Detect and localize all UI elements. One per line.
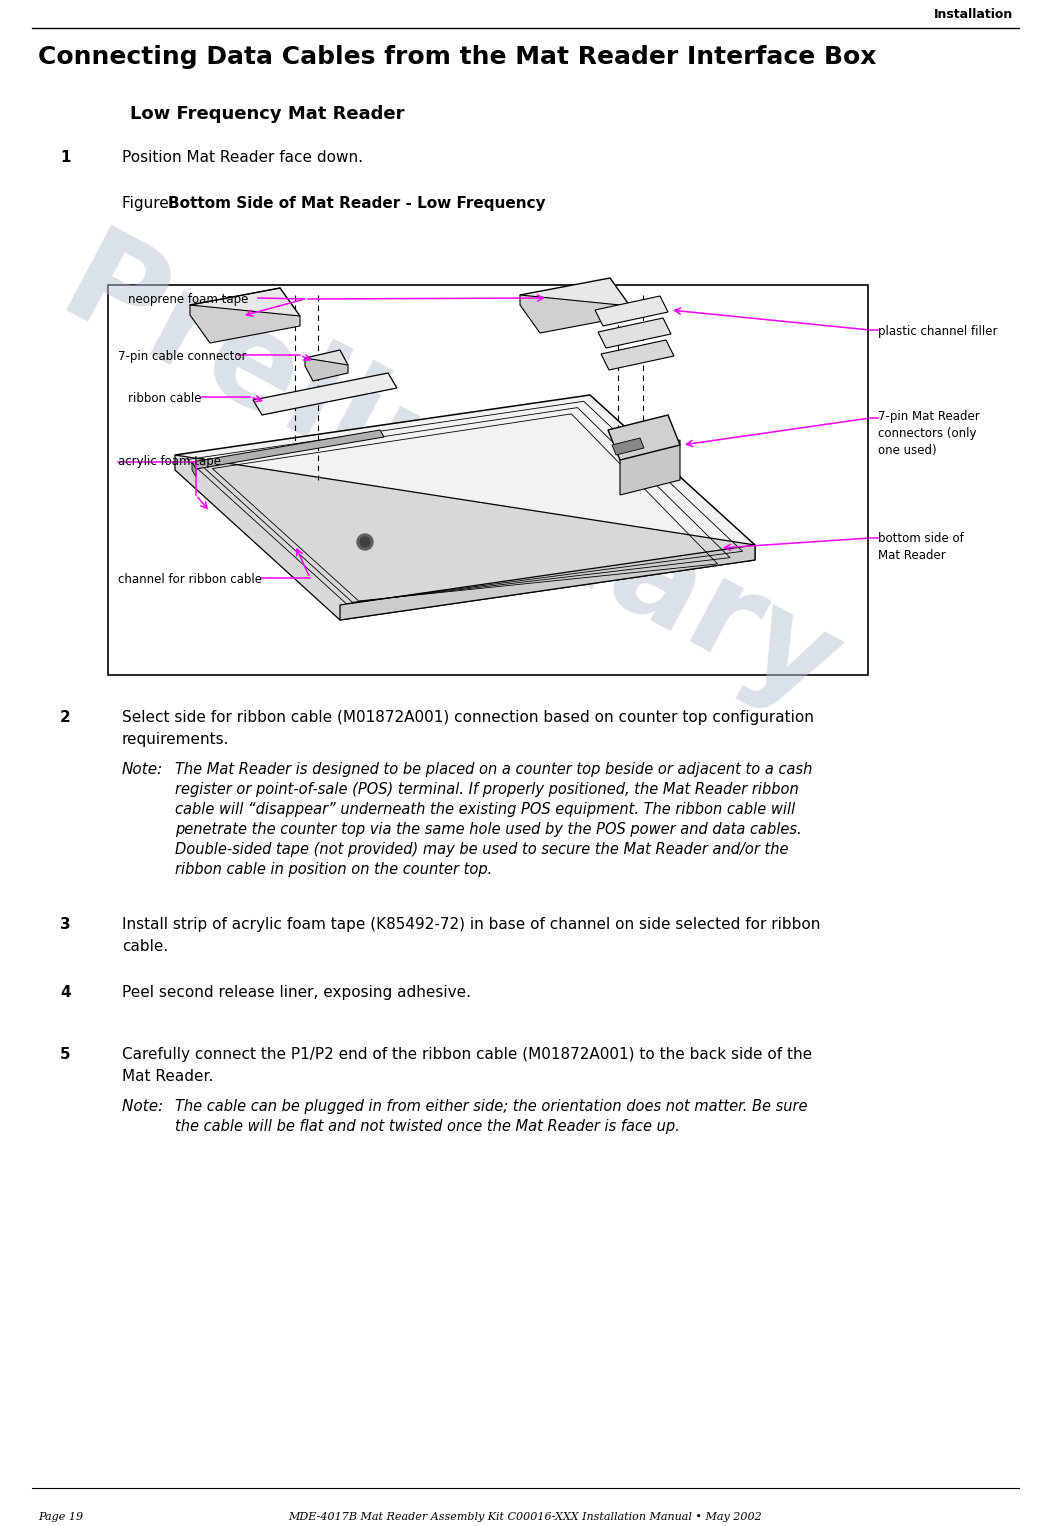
Text: 5: 5 <box>60 1047 70 1062</box>
Text: bottom side of
Mat Reader: bottom side of Mat Reader <box>878 533 964 562</box>
Polygon shape <box>176 395 755 604</box>
Polygon shape <box>612 438 644 455</box>
Polygon shape <box>253 372 397 415</box>
Text: neoprene foam tape: neoprene foam tape <box>128 293 248 307</box>
Text: Page 19: Page 19 <box>38 1512 83 1521</box>
Polygon shape <box>595 296 668 327</box>
Text: Double-sided tape (not provided) may be used to secure the Mat Reader and/or the: Double-sided tape (not provided) may be … <box>176 842 788 858</box>
Text: cable will “disappear” underneath the existing POS equipment. The ribbon cable w: cable will “disappear” underneath the ex… <box>176 803 796 816</box>
Text: Peel second release liner, exposing adhesive.: Peel second release liner, exposing adhe… <box>122 984 471 1000</box>
Text: 1: 1 <box>60 150 70 165</box>
Text: Note:: Note: <box>122 1099 168 1114</box>
Text: 3: 3 <box>60 917 70 932</box>
Text: Low Frequency Mat Reader: Low Frequency Mat Reader <box>130 105 405 124</box>
Text: Note:: Note: <box>122 761 163 777</box>
Polygon shape <box>176 455 755 620</box>
Text: penetrate the counter top via the same hole used by the POS power and data cable: penetrate the counter top via the same h… <box>176 823 802 836</box>
Text: 7-pin Mat Reader
connectors (only
one used): 7-pin Mat Reader connectors (only one us… <box>878 410 980 456</box>
Text: Installation: Installation <box>933 8 1013 21</box>
Polygon shape <box>192 462 195 478</box>
Text: cable.: cable. <box>122 938 168 954</box>
Polygon shape <box>598 317 671 348</box>
Text: requirements.: requirements. <box>122 732 229 748</box>
Text: ribbon cable in position on the counter top.: ribbon cable in position on the counter … <box>176 862 492 877</box>
Polygon shape <box>190 305 300 343</box>
Polygon shape <box>620 439 680 494</box>
Text: Carefully connect the P1/P2 end of the ribbon cable (M01872A001) to the back sid: Carefully connect the P1/P2 end of the r… <box>122 1047 812 1062</box>
Text: The cable can be plugged in from either side; the orientation does not matter. B: The cable can be plugged in from either … <box>176 1099 807 1114</box>
Circle shape <box>360 537 370 546</box>
Text: Preliminary: Preliminary <box>40 221 860 739</box>
Text: acrylic foam tape: acrylic foam tape <box>118 455 221 468</box>
Text: Install strip of acrylic foam tape (K85492-72) in base of channel on side select: Install strip of acrylic foam tape (K854… <box>122 917 821 932</box>
Polygon shape <box>190 288 300 333</box>
Polygon shape <box>305 349 348 372</box>
Text: 2: 2 <box>60 710 70 725</box>
Text: plastic channel filler: plastic channel filler <box>878 325 997 337</box>
Text: register or point-of-sale (POS) terminal. If properly positioned, the Mat Reader: register or point-of-sale (POS) terminal… <box>176 781 799 797</box>
Text: MDE-4017B Mat Reader Assembly Kit C00016-XXX Installation Manual • May 2002: MDE-4017B Mat Reader Assembly Kit C00016… <box>289 1512 762 1521</box>
Polygon shape <box>520 295 630 333</box>
Text: the cable will be flat and not twisted once the Mat Reader is face up.: the cable will be flat and not twisted o… <box>176 1119 680 1134</box>
Bar <box>108 285 868 674</box>
Polygon shape <box>520 278 630 324</box>
Text: ribbon cable: ribbon cable <box>128 392 202 404</box>
Text: Bottom Side of Mat Reader - Low Frequency: Bottom Side of Mat Reader - Low Frequenc… <box>168 195 545 211</box>
Text: The Mat Reader is designed to be placed on a counter top beside or adjacent to a: The Mat Reader is designed to be placed … <box>176 761 812 777</box>
Text: Connecting Data Cables from the Mat Reader Interface Box: Connecting Data Cables from the Mat Read… <box>38 44 877 69</box>
Polygon shape <box>601 340 674 369</box>
Text: 4: 4 <box>60 984 70 1000</box>
Polygon shape <box>607 415 680 459</box>
Text: Position Mat Reader face down.: Position Mat Reader face down. <box>122 150 363 165</box>
Circle shape <box>357 534 373 549</box>
Polygon shape <box>192 430 384 468</box>
Polygon shape <box>305 359 348 382</box>
Text: channel for ribbon cable: channel for ribbon cable <box>118 572 262 586</box>
Text: Mat Reader.: Mat Reader. <box>122 1070 213 1083</box>
Text: Select side for ribbon cable (M01872A001) connection based on counter top config: Select side for ribbon cable (M01872A001… <box>122 710 813 725</box>
Polygon shape <box>341 545 755 620</box>
Text: Figure:: Figure: <box>122 195 179 211</box>
Text: 7-pin cable connector: 7-pin cable connector <box>118 349 247 363</box>
